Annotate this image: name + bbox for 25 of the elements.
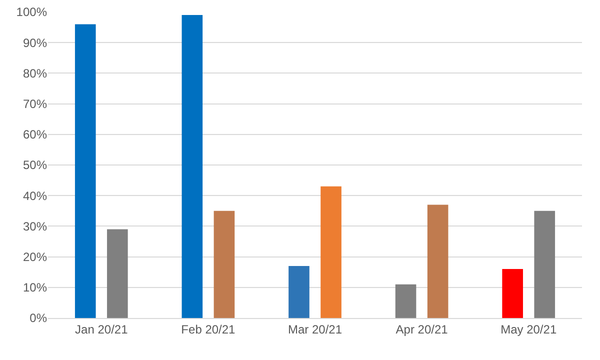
y-tick-label: 60% [22,128,48,142]
bar [502,269,523,318]
y-tick-label: 40% [22,188,48,203]
y-tick-label: 20% [22,250,48,264]
y-tick-label: 10% [22,280,48,295]
x-tick-label: Feb 20/21 [181,322,236,336]
y-tick-label: 0% [30,311,48,326]
x-tick-label: May 20/21 [500,322,557,336]
y-tick-label: 50% [22,158,48,172]
x-tick-label: Mar 20/21 [288,322,342,336]
bar [534,210,556,318]
bar [427,204,448,318]
bar [182,15,203,318]
bar [288,266,310,318]
y-tick-label: 100% [16,5,48,20]
bar [107,229,128,318]
bar [214,210,235,318]
y-tick-label: 70% [22,97,48,111]
bar [74,24,96,318]
x-tick-label: Jan 20/21 [75,322,128,336]
y-tick-label: 90% [22,36,48,50]
bar [320,186,342,318]
y-tick-label: 30% [22,219,48,234]
x-tick-label: Apr 20/21 [396,322,448,336]
y-tick-label: 80% [22,66,48,80]
